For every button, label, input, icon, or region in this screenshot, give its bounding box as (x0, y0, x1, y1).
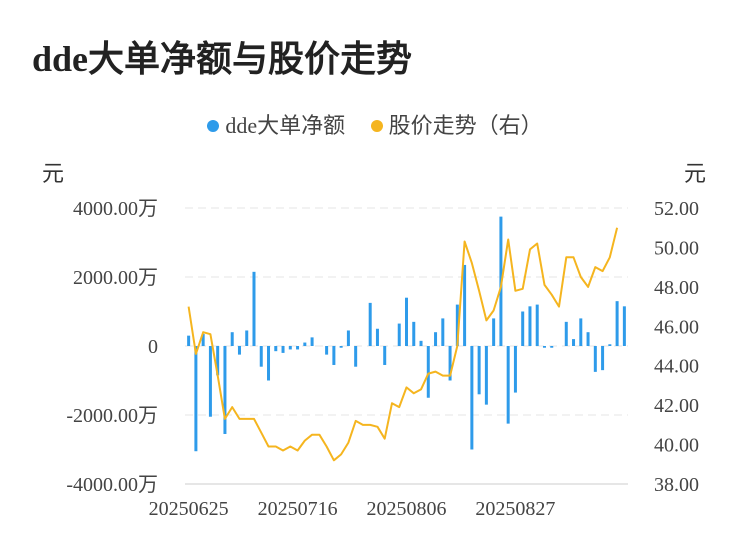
dde-bar (310, 337, 314, 346)
dde-bar (216, 346, 220, 376)
legend-item-price[interactable]: 股价走势（右） (370, 108, 543, 140)
right-axis-tick-label: 38.00 (654, 474, 699, 496)
dde-bar (397, 323, 401, 346)
dde-bar (564, 321, 568, 346)
dde-bar (579, 318, 583, 346)
dde-bar (223, 346, 227, 434)
price-line (187, 227, 619, 462)
dde-bar (463, 264, 467, 346)
left-axis-tick-label: 0 (148, 336, 158, 358)
dde-bar (383, 346, 387, 365)
dde-bar (288, 346, 292, 350)
dde-bar (303, 342, 307, 346)
right-axis-tick-label: 50.00 (654, 237, 699, 259)
dde-bar (419, 340, 423, 346)
x-axis-tick-label: 20250625 (149, 498, 229, 520)
dde-bar (521, 311, 525, 346)
dde-bar (441, 318, 445, 346)
dde-bar (550, 346, 554, 348)
legend-label-price: 股价走势（右） (388, 113, 543, 138)
right-axis-tick-label: 48.00 (654, 277, 699, 299)
dde-bar (572, 339, 576, 346)
dde-bar (281, 346, 285, 353)
dde-bar (615, 301, 619, 346)
dde-bar (492, 318, 496, 346)
dde-bar (274, 346, 278, 352)
dde-bar (601, 346, 605, 371)
x-axis-tick-label: 20250806 (367, 498, 447, 520)
dde-bar (412, 321, 416, 346)
right-axis-tick-label: 46.00 (654, 316, 699, 338)
right-axis-unit: 元 (684, 161, 707, 186)
dde-bar (426, 346, 430, 398)
legend-dot-price (370, 119, 383, 132)
dde-bar (535, 304, 539, 346)
dde-bar (354, 346, 358, 367)
legend-label-dde: dde大单净额 (225, 113, 346, 138)
dde-bar (455, 304, 459, 346)
dde-bar (434, 332, 438, 346)
dde-bar (593, 346, 597, 372)
left-axis-tick-label: -4000.00万 (66, 474, 158, 496)
dde-bar (542, 346, 546, 348)
dde-bar (296, 346, 300, 350)
legend-dot-dde (207, 119, 220, 132)
dde-bar (506, 346, 510, 424)
dde-bar (375, 328, 379, 346)
dde-bar (586, 332, 590, 346)
dde-bar (528, 306, 532, 346)
dde-bar (608, 344, 612, 346)
right-axis-tick-label: 52.00 (654, 198, 699, 220)
dde-bar (208, 346, 212, 417)
dde-bar (405, 297, 408, 346)
dde-bar (332, 346, 336, 365)
dde-bar (230, 332, 234, 346)
right-axis-tick-label: 44.00 (654, 356, 699, 378)
dde-bar (339, 346, 343, 348)
dde-bar (187, 335, 191, 346)
dde-bar (477, 346, 481, 395)
dde-bar (259, 346, 263, 367)
left-axis-tick-label: 2000.00万 (73, 267, 158, 289)
dde-bar (267, 346, 271, 381)
dde-bar (245, 330, 249, 346)
dde-bar (448, 346, 452, 381)
x-axis-tick-label: 20250827 (475, 498, 555, 520)
dde-bar (484, 346, 488, 405)
legend-item-dde[interactable]: dde大单净额 (207, 108, 345, 140)
dde-bar (470, 346, 474, 450)
dde-bar (368, 302, 372, 346)
dde-bar (252, 271, 256, 346)
right-axis-tick-label: 42.00 (654, 395, 699, 417)
dde-bar (325, 346, 329, 355)
dde-bar (237, 346, 241, 355)
left-axis-tick-label: -2000.00万 (66, 405, 158, 427)
dde-bar (346, 330, 350, 346)
chart-title: dde大单净额与股价走势 (32, 39, 413, 79)
dde-bar (201, 333, 205, 346)
right-axis-tick-label: 40.00 (654, 435, 699, 457)
dde-bar (194, 346, 198, 452)
dde-bar (622, 306, 626, 346)
legend: dde大单净额 股价走势（右） (0, 108, 750, 140)
left-axis-unit: 元 (42, 161, 65, 186)
dde-bar (513, 346, 517, 393)
left-axis-tick-label: 4000.00万 (73, 198, 158, 220)
x-axis-tick-label: 20250716 (258, 498, 338, 520)
